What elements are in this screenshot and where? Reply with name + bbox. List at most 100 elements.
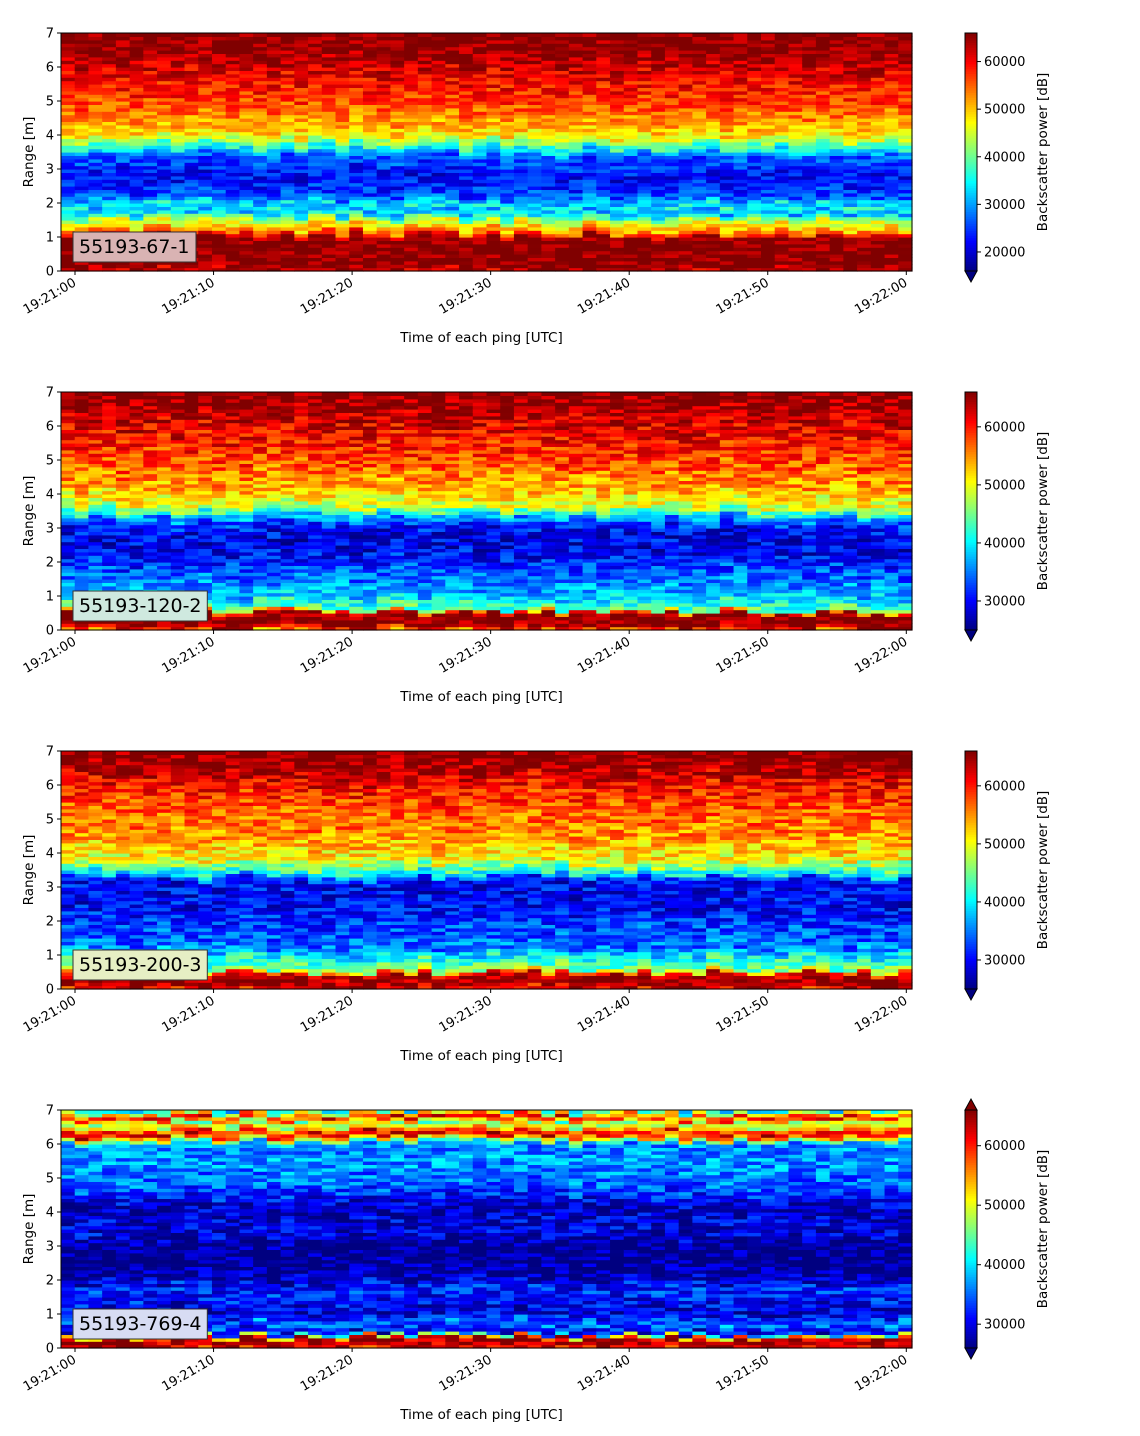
heatmap-cell bbox=[294, 141, 309, 146]
heatmap-cell bbox=[170, 87, 186, 92]
heatmap-cell bbox=[335, 152, 350, 156]
heatmap-cell bbox=[349, 128, 364, 133]
heatmap-cell bbox=[198, 264, 213, 269]
heatmap-cell bbox=[61, 165, 76, 170]
heatmap-cell bbox=[239, 87, 254, 92]
heatmap-cell bbox=[459, 73, 474, 78]
heatmap-cell bbox=[472, 36, 488, 41]
heatmap-cell bbox=[266, 46, 282, 51]
heatmap-cell bbox=[610, 131, 625, 136]
heatmap-cell bbox=[253, 179, 268, 184]
heatmap-cell bbox=[445, 90, 460, 95]
heatmap-cell bbox=[61, 43, 76, 48]
heatmap-cell bbox=[321, 264, 337, 269]
heatmap-cell bbox=[143, 186, 158, 190]
heatmap-cell bbox=[74, 220, 90, 224]
heatmap-cell bbox=[390, 250, 405, 255]
heatmap-cell bbox=[390, 213, 405, 218]
heatmap-cell bbox=[335, 220, 350, 224]
heatmap-cell bbox=[170, 107, 186, 112]
heatmap-cell bbox=[623, 226, 639, 231]
heatmap-cell bbox=[706, 209, 721, 214]
heatmap-cell bbox=[431, 70, 446, 75]
heatmap-cell bbox=[500, 121, 515, 126]
heatmap-cell bbox=[472, 46, 488, 51]
heatmap-cell bbox=[459, 60, 474, 65]
heatmap-cell bbox=[376, 107, 392, 112]
heatmap-cell bbox=[143, 209, 158, 214]
heatmap-cell bbox=[88, 84, 103, 88]
heatmap-cell bbox=[761, 33, 776, 37]
heatmap-cell bbox=[376, 50, 392, 54]
heatmap-cell bbox=[404, 128, 419, 133]
heatmap-cell bbox=[321, 182, 337, 187]
heatmap-cell bbox=[321, 169, 337, 173]
heatmap-cell bbox=[362, 158, 378, 163]
heatmap-cell bbox=[500, 80, 515, 85]
heatmap-cell bbox=[637, 216, 652, 221]
heatmap-cell bbox=[431, 165, 446, 170]
heatmap-cell bbox=[115, 213, 131, 218]
heatmap-cell bbox=[815, 131, 831, 136]
heatmap-cell bbox=[513, 94, 529, 99]
heatmap-cell bbox=[596, 182, 611, 187]
heatmap-cell bbox=[225, 237, 241, 241]
heatmap-cell bbox=[198, 97, 213, 102]
heatmap-cell bbox=[596, 250, 611, 255]
heatmap-cell bbox=[390, 84, 405, 88]
heatmap-cell bbox=[623, 199, 639, 204]
heatmap-cell bbox=[61, 172, 76, 177]
heatmap-cell bbox=[774, 243, 790, 248]
heatmap-cell bbox=[198, 192, 213, 197]
heatmap-cell bbox=[623, 175, 639, 180]
heatmap-cell bbox=[211, 257, 227, 262]
heatmap-cell bbox=[225, 162, 241, 167]
heatmap-cell bbox=[513, 111, 529, 116]
heatmap-cell bbox=[184, 43, 199, 48]
heatmap-cell bbox=[445, 209, 460, 214]
heatmap-cell bbox=[170, 97, 186, 102]
heatmap-cell bbox=[184, 104, 199, 109]
heatmap-cell bbox=[362, 138, 378, 143]
heatmap-cell bbox=[582, 243, 597, 248]
heatmap-cell bbox=[376, 223, 392, 228]
heatmap-cell bbox=[486, 114, 501, 119]
heatmap-cell bbox=[74, 504, 90, 509]
heatmap-cell bbox=[266, 141, 282, 146]
heatmap-cell bbox=[239, 230, 254, 235]
heatmap-cell bbox=[184, 192, 199, 197]
heatmap-cell bbox=[706, 192, 721, 197]
heatmap-cell bbox=[555, 264, 570, 269]
heatmap-cell bbox=[376, 192, 392, 197]
heatmap-cell bbox=[211, 152, 227, 156]
heatmap-cell bbox=[253, 220, 268, 224]
heatmap-cell bbox=[376, 43, 392, 48]
heatmap-cell bbox=[198, 247, 213, 252]
heatmap-cell bbox=[211, 186, 227, 190]
heatmap-cell bbox=[637, 199, 652, 204]
heatmap-cell bbox=[362, 131, 378, 136]
heatmap-cell bbox=[102, 206, 117, 211]
heatmap-cell bbox=[623, 141, 639, 146]
heatmap-cell bbox=[362, 220, 378, 224]
heatmap-cell bbox=[239, 155, 254, 160]
heatmap-cell bbox=[143, 504, 158, 509]
heatmap-cell bbox=[513, 182, 529, 187]
heatmap-cell bbox=[280, 213, 295, 218]
heatmap-cell bbox=[664, 243, 680, 248]
heatmap-cell bbox=[527, 70, 543, 75]
heatmap-cell bbox=[349, 87, 364, 92]
heatmap-cell bbox=[170, 162, 186, 167]
heatmap-cell bbox=[88, 56, 103, 61]
heatmap-cell bbox=[184, 63, 199, 68]
heatmap-cell bbox=[335, 254, 350, 258]
heatmap-cell bbox=[61, 436, 76, 441]
heatmap-cell bbox=[431, 67, 446, 71]
heatmap-cell bbox=[541, 230, 556, 235]
heatmap-cell bbox=[170, 84, 186, 88]
heatmap-cell bbox=[390, 230, 405, 235]
heatmap-cell bbox=[143, 220, 158, 224]
heatmap-cell bbox=[417, 175, 433, 180]
heatmap-cell bbox=[129, 470, 144, 475]
